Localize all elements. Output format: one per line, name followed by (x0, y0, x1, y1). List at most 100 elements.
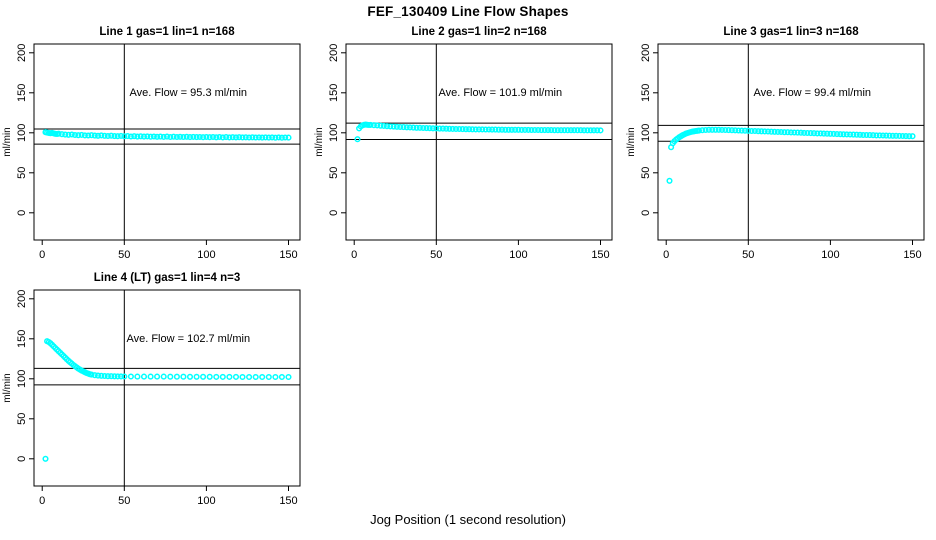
data-point (475, 126, 483, 133)
data-point (226, 134, 233, 141)
data-point (436, 125, 443, 132)
data-point (883, 132, 890, 139)
data-point (157, 133, 164, 140)
data-point (712, 126, 719, 133)
data-point (705, 126, 712, 133)
data-point (873, 132, 880, 139)
data-point (121, 373, 128, 380)
y-tick-label: 0 (640, 210, 652, 216)
data-point (163, 133, 171, 140)
data-point (209, 133, 217, 141)
data-point (173, 373, 180, 380)
data-point (709, 126, 716, 133)
data-point (367, 121, 374, 128)
data-point (866, 132, 873, 139)
panel-line4: 0 50 100 150 0 50 100 150 200 ml/min Line 4 (LT) g… (2, 272, 301, 507)
data-point (272, 373, 279, 381)
data-point (863, 131, 870, 139)
data-point (262, 134, 269, 141)
data-point (108, 373, 115, 380)
ave-flow-annotation: Ave. Flow = 101.9 ml/min (438, 87, 562, 99)
data-point (255, 134, 263, 141)
data-point (81, 132, 88, 139)
data-point (104, 132, 111, 140)
ave-flow-annotation: Ave. Flow = 102.7 ml/min (126, 333, 250, 345)
data-point (370, 122, 377, 129)
x-tick-label: 150 (903, 249, 921, 261)
data-point (561, 127, 568, 134)
y-axis-label: ml/min (314, 127, 325, 156)
plot-box (33, 43, 301, 241)
panel-title: Line 3 gas=1 lin=3 n=168 (723, 26, 859, 38)
data-point (843, 131, 850, 138)
y-tick-label: 150 (16, 330, 28, 348)
data-point (200, 134, 207, 141)
data-point (456, 125, 463, 133)
x-tick-label: 50 (742, 249, 754, 261)
data-point (186, 373, 194, 380)
data-point (219, 134, 226, 141)
data-point (906, 133, 913, 140)
data-point (416, 124, 423, 131)
data-point (853, 131, 860, 138)
data-point (909, 133, 916, 140)
data-point (899, 132, 906, 140)
y-axis-label: ml/min (626, 127, 637, 156)
data-points (354, 121, 604, 143)
data-point (206, 373, 213, 380)
data-point (482, 126, 489, 133)
data-point (485, 126, 492, 133)
data-point (449, 125, 456, 132)
data-point (55, 130, 62, 137)
y-tick-label: 200 (16, 290, 28, 308)
data-point (787, 129, 795, 136)
panel-title: Line 1 gas=1 lin=1 n=168 (99, 26, 235, 38)
y-tick-label: 200 (328, 44, 340, 62)
data-point (387, 123, 394, 130)
data-point (725, 127, 732, 134)
data-point (528, 126, 535, 134)
y-tick-label: 200 (640, 44, 652, 62)
data-point (423, 125, 430, 132)
data-point (154, 373, 161, 380)
data-point (383, 123, 391, 130)
data-point (597, 127, 604, 134)
data-point (101, 372, 108, 380)
data-point (771, 128, 778, 135)
data-point (722, 126, 729, 134)
y-tick-label: 150 (640, 84, 652, 102)
y-tick-label: 100 (328, 124, 340, 142)
data-point (65, 131, 72, 138)
data-point (587, 127, 594, 134)
data-point (213, 134, 220, 141)
data-point (108, 132, 115, 139)
data-point (879, 132, 887, 139)
data-point (413, 124, 420, 131)
x-tick-label: 0 (39, 495, 45, 507)
x-tick-label: 100 (197, 249, 215, 261)
data-point (180, 133, 187, 141)
data-point (738, 127, 745, 134)
data-point (186, 134, 194, 141)
data-point (278, 134, 285, 141)
data-point (571, 127, 578, 134)
plot-box (657, 43, 925, 241)
data-point (512, 126, 519, 133)
data-point (577, 127, 584, 134)
y-tick-label: 50 (640, 167, 652, 179)
data-point (889, 132, 896, 139)
data-point (137, 133, 144, 140)
data-point (741, 127, 749, 134)
data-point (236, 134, 243, 141)
data-point (699, 127, 706, 134)
data-points (42, 129, 292, 141)
data-point (541, 127, 548, 134)
data-point (735, 127, 742, 134)
data-point (239, 373, 246, 381)
data-point (393, 123, 400, 130)
data-point (728, 127, 735, 134)
data-point (124, 133, 131, 140)
data-point (535, 126, 542, 134)
data-point (715, 126, 722, 133)
